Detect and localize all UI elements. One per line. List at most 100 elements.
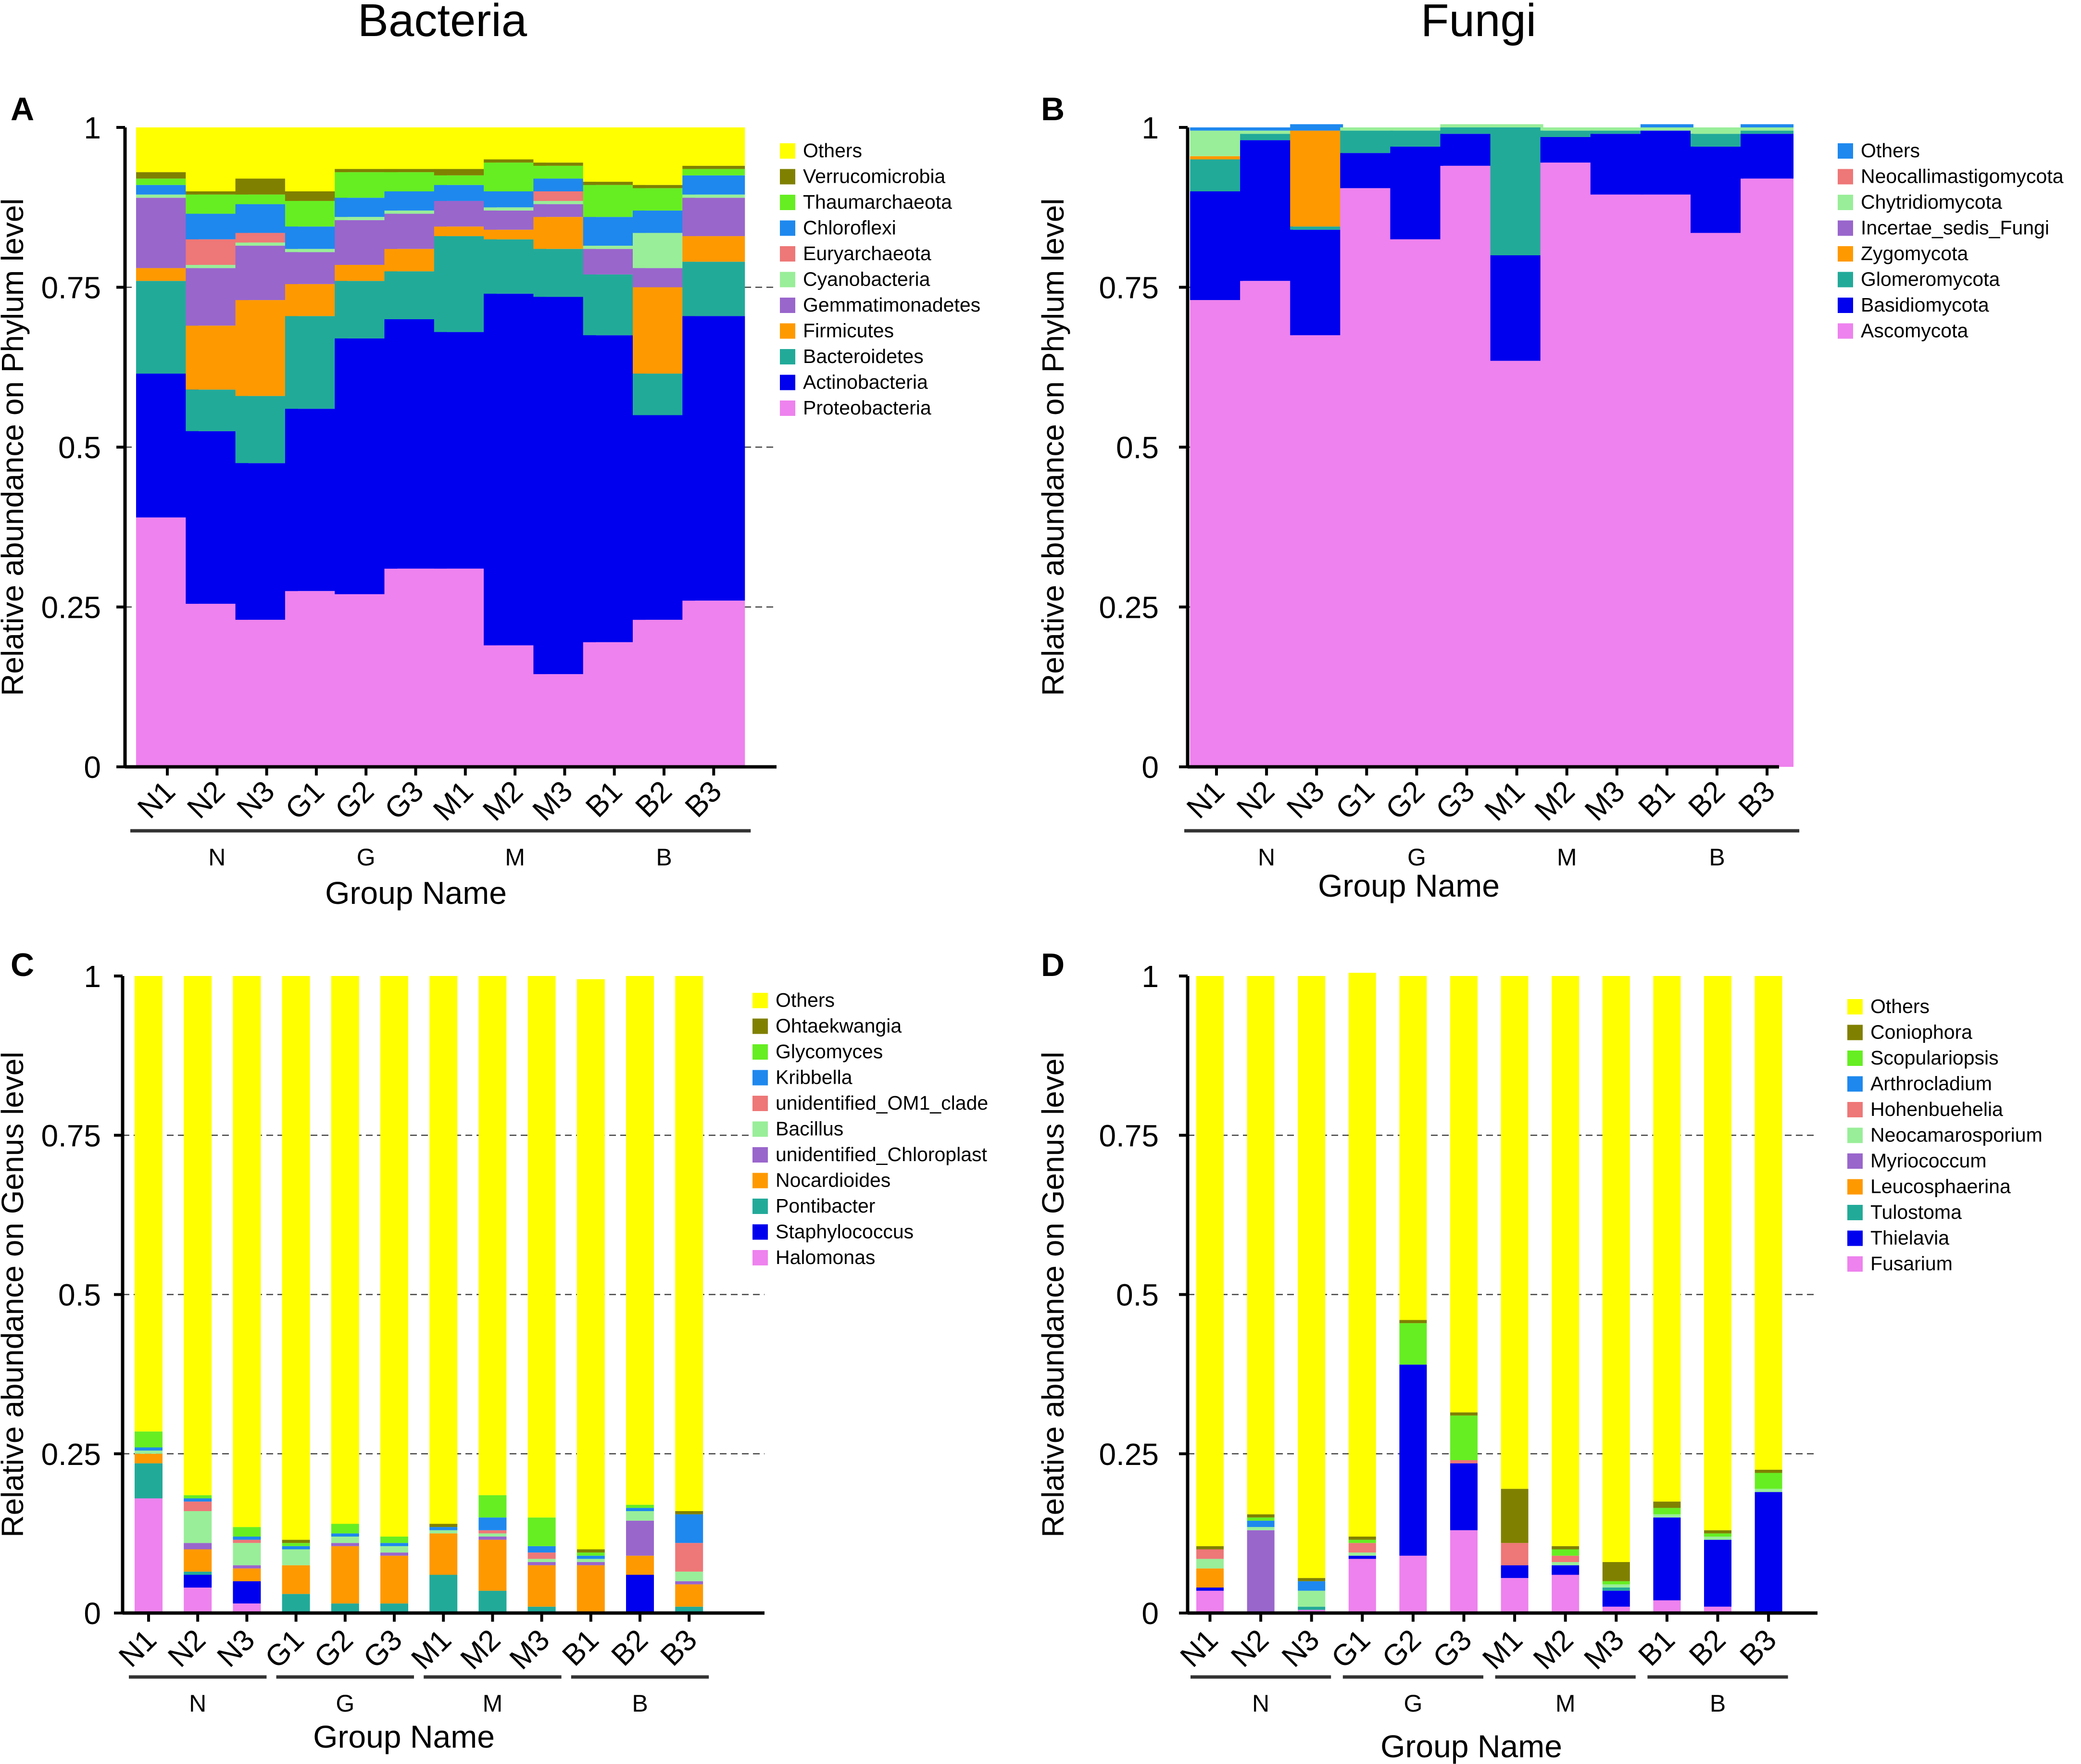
panel-d-bar-G3-others	[1450, 976, 1478, 1413]
panel-b-y-tick-label: 0.75	[1099, 271, 1159, 305]
panel-a-y-tick-label: 0.5	[58, 430, 101, 465]
panel-d-bar-M2-scopulariopsis	[1552, 1549, 1580, 1556]
panel-b-bar-G1-ascomycota	[1340, 188, 1393, 767]
panel-c-bar-N3-kribbella	[233, 1537, 261, 1540]
panel-a-bar-B3-others	[682, 127, 745, 166]
panel-d-bar-M3-coniophora	[1602, 1562, 1630, 1581]
panel-c-bar-G2-pontibacter	[331, 1603, 359, 1613]
panel-c-bar-M2-bacillus	[478, 1533, 507, 1537]
panel-d-y-tick-label: 0.25	[1099, 1437, 1159, 1472]
panel-d-bar-G1-others	[1348, 973, 1376, 1537]
panel-d-bar-N3-neocamarosporium	[1298, 1590, 1326, 1607]
panel-c-bar-M1-bacillus	[429, 1530, 458, 1534]
panel-b-bar-B1-chytridiomycota	[1640, 127, 1693, 131]
panel-a-bar-G1-verrucomicrobia	[285, 191, 348, 201]
panel-d-bar-N2-others	[1247, 976, 1275, 1514]
panel-d-x-tick-label-n1: N1	[1174, 1623, 1225, 1674]
panel-d-bar-G3-hohenbuehelia	[1450, 1460, 1478, 1464]
panel-a-legend-swatch-actinobacteria	[780, 375, 795, 390]
panel-a-group-label-g: G	[357, 844, 376, 871]
panel-c-legend-swatch-unidentified_om1_clade	[752, 1096, 768, 1111]
panel-c-group-label-m: M	[483, 1690, 503, 1717]
panel-c-bar-G1-others	[282, 976, 310, 1540]
panel-a-legend-swatch-gemmatimonadetes	[780, 298, 795, 313]
panel-c-bar-G1-pontibacter	[282, 1594, 310, 1613]
panel-b-x-tick-label-n3: N3	[1280, 775, 1331, 825]
panel-b-bar-M2-basidiomycota	[1540, 137, 1593, 163]
panel-d-legend-label-scopulariopsis: Scopulariopsis	[1870, 1047, 1999, 1069]
panel-c-bar-B3-ohtaekwangia	[675, 1511, 703, 1514]
panel-c-x-tick-label-g1: G1	[259, 1623, 310, 1675]
panel-b-bar-G3-basidiomycota	[1440, 134, 1493, 166]
panel-a-bar-N3-thaumarchaeota	[235, 194, 298, 204]
panel-d-bar-M3-tulostoma	[1602, 1588, 1630, 1591]
panel-d-bar-B1-fusarium	[1653, 1600, 1681, 1613]
panel-a-x-tick-label-g2: G2	[329, 775, 380, 826]
panel-b-group-label-b: B	[1709, 844, 1725, 871]
panel-d-bar-B3-coniophora	[1755, 1469, 1782, 1473]
panel-d-x-tick-label-m3: M3	[1578, 1623, 1630, 1676]
panel-d-bar-G1-fusarium	[1348, 1559, 1376, 1613]
panel-a-legend-swatch-others	[780, 143, 795, 159]
panel-d-bar-B1-scopulariopsis	[1653, 1508, 1681, 1514]
panel-d-bar-M2-others	[1552, 976, 1580, 1546]
panel-b-legend-label-chytridiomycota: Chytridiomycota	[1861, 191, 2002, 213]
panel-d-y-axis-title: Relative abundance on Genus level	[1036, 1051, 1070, 1537]
panel-d-bar-N3-others	[1298, 976, 1326, 1578]
panel-d-x-tick-label-m1: M1	[1476, 1623, 1529, 1676]
panel-c-bar-N2-bacillus	[184, 1511, 212, 1543]
panel-c-bar-M3-bacillus	[527, 1559, 556, 1562]
panel-b-y-tick-label: 0	[1141, 750, 1159, 785]
panel-b-bar-M1-ascomycota	[1490, 361, 1543, 767]
panel-d-legend-swatch-coniophora	[1847, 1025, 1863, 1040]
panel-c-bar-N3-bacillus	[233, 1543, 261, 1565]
panel-b-x-tick-label-m3: M3	[1579, 775, 1631, 827]
panel-d-group-label-m: M	[1555, 1690, 1576, 1717]
panel-c-legend-swatch-glycomyces	[752, 1044, 768, 1060]
panel-a-bar-M3-verrucomicrobia	[533, 163, 596, 166]
panel-d-bar-G2-fusarium	[1399, 1555, 1427, 1613]
panel-d-bar-B1-thielavia	[1653, 1517, 1681, 1601]
panel-a-x-tick-label-g3: G3	[378, 775, 430, 826]
panel-b-bar-B3-chytridiomycota	[1741, 127, 1794, 131]
panel-c-legend-label-ohtaekwangia: Ohtaekwangia	[776, 1015, 902, 1037]
panel-c-bar-B3-others	[675, 976, 703, 1511]
panel-d-bar-B2-scopulariopsis	[1704, 1533, 1731, 1537]
panel-a-x-tick-label-b2: B2	[629, 775, 678, 824]
panel-c-bar-N3-staphylococcus	[233, 1581, 261, 1604]
panel-d-legend-swatch-myriococcum	[1847, 1153, 1863, 1169]
panel-c-x-tick-label-b2: B2	[605, 1623, 654, 1672]
panel-c-x-tick-label-m1: M1	[405, 1623, 458, 1676]
panel-d-x-tick-label-n2: N2	[1225, 1623, 1275, 1674]
panel-a-bar-M2-firmicutes	[484, 229, 547, 239]
panel-c-x-tick-label-b1: B1	[556, 1623, 605, 1672]
panel-a-bar-N1-chloroflexi	[136, 185, 199, 195]
panel-c-legend-label-pontibacter: Pontibacter	[776, 1195, 875, 1217]
panel-b-bar-N1-ascomycota	[1190, 300, 1243, 767]
panel-b-legend-swatch-others	[1838, 143, 1853, 159]
panel-b-y-tick-label: 1	[1141, 111, 1159, 145]
panel-b-x-tick-label-b2: B2	[1682, 775, 1731, 824]
panel-b-bar-B3-ascomycota	[1741, 178, 1794, 767]
panel-a-y-axis-title: Relative abundance on Phylum level	[0, 198, 30, 696]
panel-c-legend-label-glycomyces: Glycomyces	[776, 1040, 883, 1063]
panel-d-bar-M1-thielavia	[1501, 1565, 1529, 1578]
panel-d-x-tick-label-n3: N3	[1276, 1623, 1326, 1674]
panel-c-bar-G1-ohtaekwangia	[282, 1539, 310, 1543]
panel-d-bar-N2-scopulariopsis	[1247, 1517, 1275, 1521]
panel-a-x-tick-label-b3: B3	[679, 775, 728, 824]
panel-b-bar-M1-basidiomycota	[1490, 255, 1543, 361]
panel-c-bar-N1-pontibacter	[135, 1463, 163, 1499]
panel-a-legend-label-verrucomicrobia: Verrucomicrobia	[803, 165, 945, 188]
panel-c-y-tick-label: 1	[84, 959, 101, 994]
panel-c-bar-G1-nocardioides	[282, 1565, 310, 1594]
panel-d-bar-G3-coniophora	[1450, 1412, 1478, 1416]
panel-c-bar-G2-unidentified_chloroplast	[331, 1543, 359, 1546]
panel-c-bar-G1-glycomyces	[282, 1543, 310, 1546]
panel-c-bar-G3-glycomyces	[380, 1537, 408, 1543]
panel-d-bar-N1-neocamarosporium	[1196, 1559, 1224, 1569]
panel-a-bar-G2-verrucomicrobia	[335, 169, 398, 173]
